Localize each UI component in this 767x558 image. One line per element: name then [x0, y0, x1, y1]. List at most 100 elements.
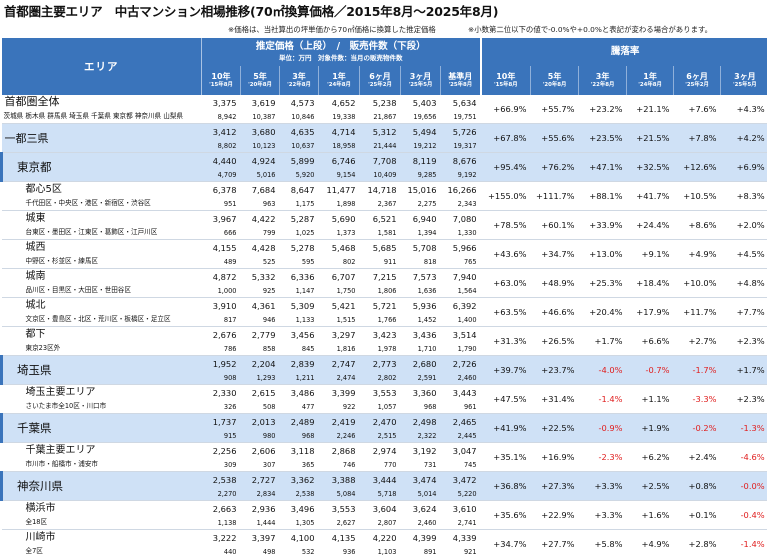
rate-col-date: '24年8月 — [627, 82, 673, 88]
area-name: 埼玉主要エリア — [26, 385, 96, 399]
rate-cell: +55.6% — [531, 124, 579, 153]
count-cell: 770 — [360, 459, 401, 472]
count-cell: 968 — [280, 430, 319, 443]
price-cell: 5,287 — [280, 211, 319, 228]
rate-group-header: 騰落率 — [481, 38, 767, 66]
price-cell: 3,222 — [202, 530, 241, 547]
count-cell: 2,460 — [441, 372, 481, 385]
rate-cell: -1.4% — [579, 385, 627, 414]
count-cell: 1,806 — [360, 285, 401, 298]
price-cell: 2,419 — [319, 414, 360, 431]
rate-cell: +4.2% — [721, 124, 767, 153]
price-cell: 14,718 — [360, 182, 401, 199]
price-cell: 5,690 — [319, 211, 360, 228]
rate-col-label: 5年 — [531, 72, 578, 81]
price-cell: 3,604 — [360, 501, 401, 518]
price-cell: 7,573 — [401, 269, 441, 286]
price-cell: 5,726 — [441, 124, 481, 141]
price-cell: 7,708 — [360, 153, 401, 170]
rate-cell: -1.7% — [674, 356, 721, 385]
price-cell: 3,375 — [202, 95, 241, 111]
area-sub: 台東区・墨田区・江東区・葛飾区・江戸川区 — [26, 226, 158, 236]
rate-cell: +46.6% — [531, 298, 579, 327]
price-cell: 2,330 — [202, 385, 241, 402]
area-name-cell: 城西中野区・杉並区・練馬区 — [2, 240, 202, 269]
count-cell: 1,211 — [280, 372, 319, 385]
rate-cell: +4.3% — [721, 95, 767, 124]
rate-cell: +23.2% — [579, 95, 627, 124]
count-cell: 19,317 — [441, 140, 481, 153]
count-cell: 1,293 — [241, 372, 280, 385]
rate-cell: +67.8% — [481, 124, 531, 153]
price-cell: 5,421 — [319, 298, 360, 315]
rate-cell: +21.5% — [627, 124, 674, 153]
rate-cell: +43.6% — [481, 240, 531, 269]
price-cell: 3,362 — [280, 472, 319, 489]
note-decimal: ※小数第二位以下の値で-0.0%や+0.0%と表記が変わる場合があります。 — [468, 24, 712, 35]
rate-cell: +6.6% — [627, 327, 674, 356]
rate-cell: +4.5% — [721, 240, 767, 269]
rate-cell: +7.8% — [674, 124, 721, 153]
price-cell: 2,489 — [280, 414, 319, 431]
count-cell: 936 — [319, 546, 360, 558]
price-cell: 11,477 — [319, 182, 360, 199]
price-cell: 7,080 — [441, 211, 481, 228]
price-cell: 2,538 — [202, 472, 241, 489]
area-name: 城北 — [26, 298, 46, 312]
area-sub: 全18区 — [26, 516, 48, 526]
page-title: 首都圏主要エリア 中古マンション相場推移(70㎡換算価格／2015年8月～202… — [4, 1, 498, 20]
price-cell: 3,423 — [360, 327, 401, 344]
area-name: 都心5区 — [26, 182, 62, 196]
count-cell: 19,212 — [401, 140, 441, 153]
price-cell: 4,428 — [241, 240, 280, 257]
price-cell: 3,118 — [280, 443, 319, 460]
price-cell: 3,624 — [401, 501, 441, 518]
area-name-cell: 埼玉県 — [2, 356, 202, 385]
price-col-date: '25年2月 — [360, 82, 400, 88]
rate-cell: +6.2% — [627, 443, 674, 472]
count-cell: 946 — [241, 314, 280, 327]
rate-cell: +17.9% — [627, 298, 674, 327]
price-cell: 3,472 — [441, 472, 481, 489]
price-col-label: 3年 — [280, 72, 318, 81]
price-cell: 3,910 — [202, 298, 241, 315]
count-cell: 8,942 — [202, 111, 241, 124]
price-cell: 2,773 — [360, 356, 401, 373]
area-name: 川崎市 — [26, 530, 56, 544]
count-cell: 1,581 — [360, 227, 401, 240]
count-cell: 2,591 — [401, 372, 441, 385]
count-cell: 799 — [241, 227, 280, 240]
price-unit-label: 単位：万円 対象件数：当月の販売物件数 — [202, 55, 480, 63]
price-cell: 2,727 — [241, 472, 280, 489]
price-cell: 4,924 — [241, 153, 280, 170]
rate-cell: +76.2% — [531, 153, 579, 182]
area-name-cell: 千葉県 — [2, 414, 202, 443]
count-cell: 2,343 — [441, 198, 481, 211]
count-cell: 1,452 — [401, 314, 441, 327]
rate-cell: +47.5% — [481, 385, 531, 414]
price-cell: 4,155 — [202, 240, 241, 257]
area-name: 城東 — [26, 211, 46, 225]
count-cell: 5,920 — [280, 169, 319, 182]
price-col-label: 5年 — [241, 72, 279, 81]
rate-cell: -2.3% — [579, 443, 627, 472]
rate-cell: +41.9% — [481, 414, 531, 443]
price-cell: 2,779 — [241, 327, 280, 344]
rate-col-label: 10年 — [482, 72, 531, 81]
